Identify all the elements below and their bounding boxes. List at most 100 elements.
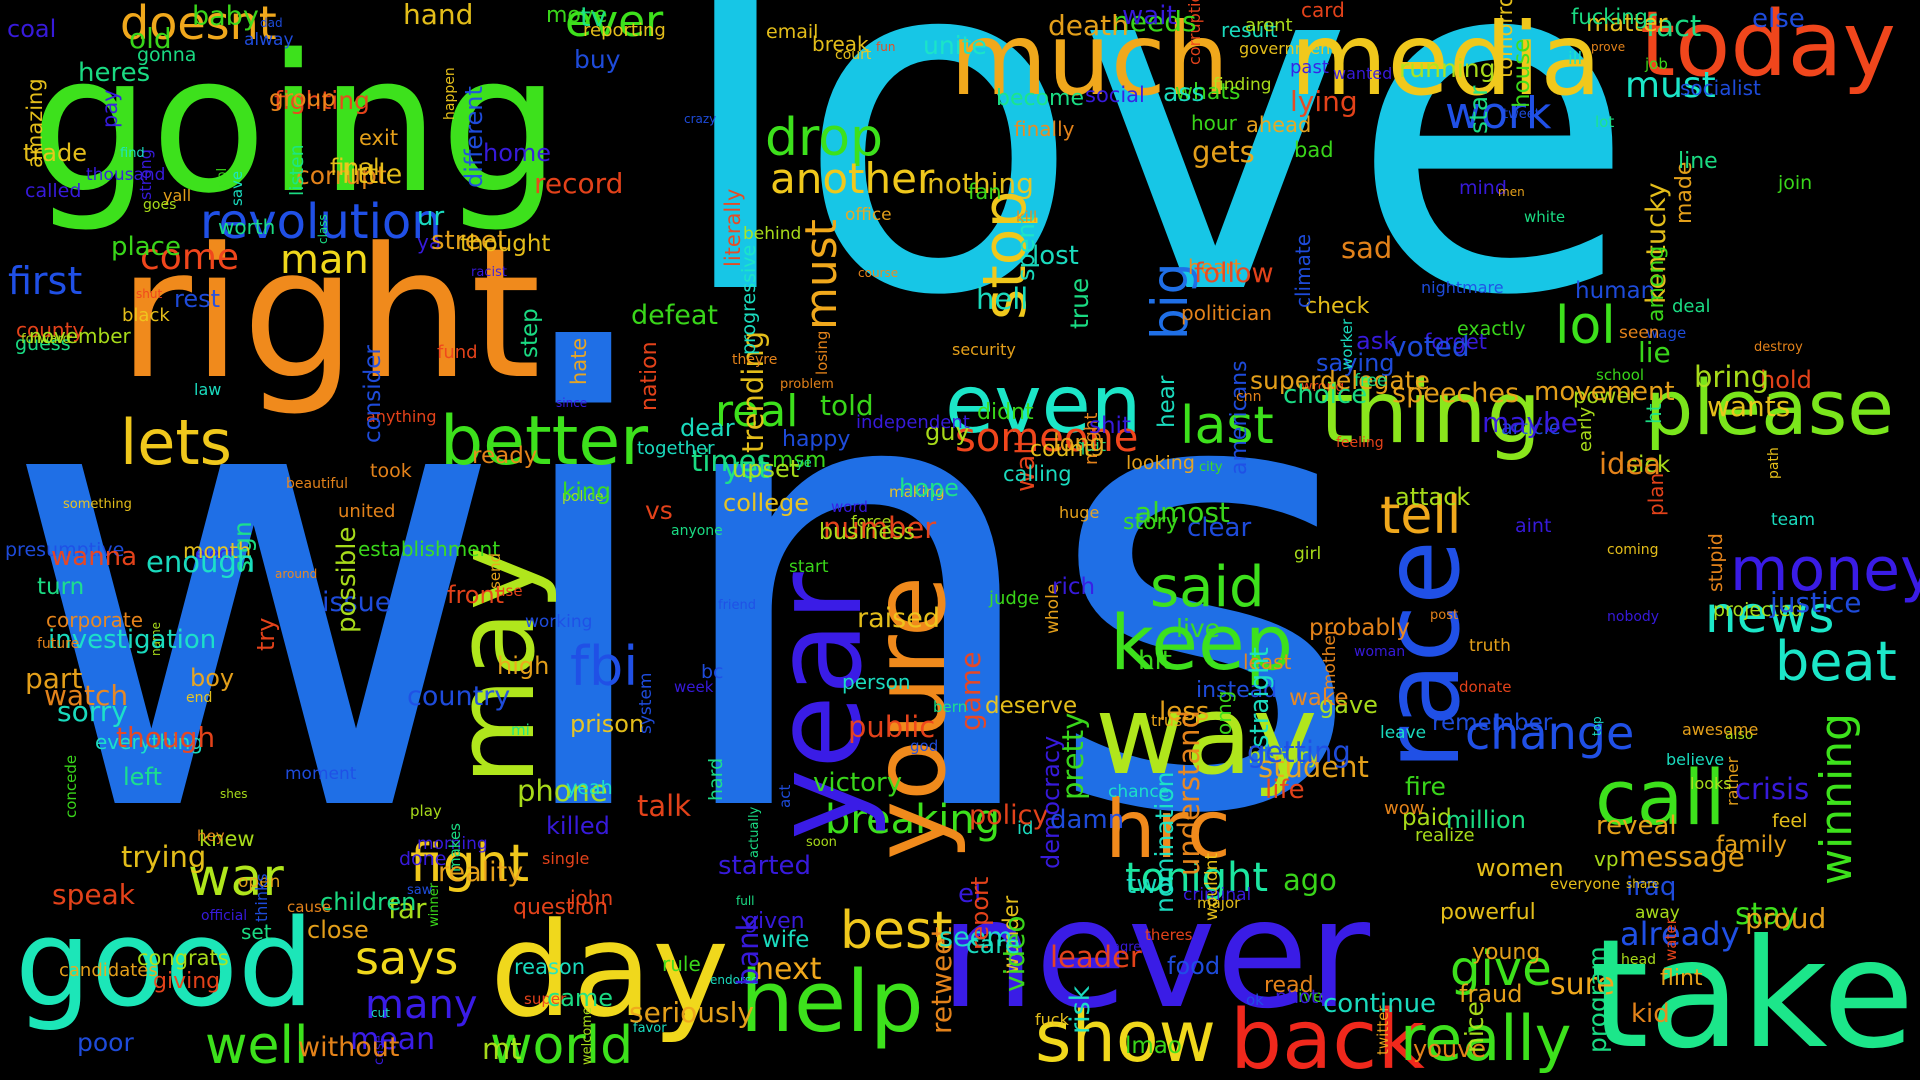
word-many: many	[365, 982, 478, 1028]
word-small: fact	[1646, 9, 1702, 43]
word-take: take	[1590, 908, 1915, 1080]
word-small: million	[1446, 806, 1526, 834]
word-small: result	[1221, 18, 1278, 42]
word-small: number	[823, 511, 937, 545]
word-small: nothing	[927, 167, 1034, 200]
word-small: everything	[95, 730, 203, 754]
word-small: coming	[1607, 542, 1659, 558]
word-small: class	[316, 214, 330, 244]
word-small: watch	[44, 679, 129, 712]
word-small: americans	[1227, 360, 1252, 475]
word-small: friend	[718, 598, 757, 613]
word-small: woman	[1354, 644, 1406, 660]
word-next: next	[755, 952, 822, 987]
word-small: something	[63, 497, 132, 512]
word-small: chance	[1108, 782, 1170, 802]
word-small: least	[1243, 650, 1292, 674]
word-day: day	[490, 894, 730, 1046]
word-small: break	[812, 32, 869, 56]
word-small: human	[1575, 278, 1656, 304]
word-small: part	[25, 662, 83, 695]
word-small: upset	[732, 455, 800, 483]
word-small: instead	[1196, 678, 1278, 703]
word-last: last	[1180, 396, 1274, 456]
word-small: working	[525, 612, 593, 632]
word-small: shut	[136, 287, 163, 301]
word-small: victory	[813, 768, 903, 798]
word-small: prison	[570, 710, 645, 738]
word-small: possible	[332, 526, 362, 633]
word-small: agree	[1112, 940, 1150, 955]
word-small: msm	[772, 448, 827, 473]
word-small: progressive	[738, 244, 760, 355]
word-small: follow	[1194, 258, 1274, 289]
word-small: pay	[98, 89, 122, 128]
word-small: saying	[1316, 349, 1395, 377]
word-small: government	[1239, 39, 1337, 58]
word-small: close	[307, 916, 369, 944]
word-small: forward	[21, 332, 71, 347]
word-small: finding	[1213, 75, 1272, 95]
word-small: dear	[680, 414, 735, 442]
word-small: nation	[637, 341, 662, 411]
word-small: forget	[1424, 330, 1487, 354]
word-money: money	[1730, 535, 1920, 605]
word-small: county	[16, 318, 85, 342]
word-small: post	[1430, 608, 1459, 623]
word-small: water	[1662, 918, 1680, 961]
word-small: different	[460, 86, 488, 188]
word-small: ur	[417, 202, 445, 232]
word-small: ill	[1568, 49, 1583, 69]
word-small: nice	[1460, 1001, 1489, 1053]
word-small: choice	[1283, 380, 1368, 410]
word-back: back	[1230, 993, 1425, 1080]
word-small: month	[183, 539, 252, 563]
word-small: powerful	[1440, 900, 1536, 925]
word-thing: thing	[1320, 363, 1542, 463]
word-small: theyre	[732, 352, 778, 368]
word-small: without	[298, 1032, 400, 1063]
word-small: course	[858, 266, 899, 280]
word-small: wage	[1646, 324, 1687, 342]
word-tell: tell	[1380, 486, 1462, 546]
word-small: seriously	[629, 996, 754, 1029]
word-small: ask	[1356, 327, 1398, 355]
word-small: socialist	[1680, 76, 1761, 100]
word-small: student	[1258, 750, 1369, 784]
word-small: endorse	[710, 973, 759, 987]
word-small: law	[194, 380, 222, 399]
word-small: winner	[427, 882, 442, 927]
word-small: needs	[1112, 5, 1197, 38]
word-small: gets	[1192, 135, 1255, 169]
word-small: kill	[1016, 208, 1038, 226]
word-small: wait	[1122, 1, 1177, 31]
word-small: security	[952, 340, 1016, 359]
word-small: thought	[460, 231, 551, 257]
word-small: lost	[1032, 241, 1079, 271]
word-ever: ever	[565, 0, 664, 47]
word-small: save	[228, 170, 246, 206]
word-small: enough	[146, 545, 256, 579]
word-small: straight	[1245, 647, 1275, 748]
word-small: live	[1176, 614, 1221, 643]
word-small: ass	[1163, 78, 1205, 107]
word-small: street	[431, 226, 508, 256]
word-small: exactly	[1457, 318, 1526, 340]
word-small: climate	[1291, 234, 1315, 308]
word-small: yeah	[566, 777, 613, 799]
word-small: high	[497, 652, 550, 680]
word-small: criminal	[1183, 885, 1252, 905]
word-small: start	[789, 557, 829, 577]
word-small: superdelegate	[1250, 366, 1430, 395]
word-small: wife	[762, 927, 810, 953]
word-small: little	[342, 159, 403, 190]
word-work: work	[1445, 88, 1552, 139]
word-small: talk	[637, 789, 691, 823]
word-small: moment	[285, 764, 357, 784]
word-small: candidates	[59, 960, 158, 981]
word-small: head	[1621, 952, 1656, 968]
word-small: wouldnt	[1202, 852, 1222, 921]
word-small: feeling	[1336, 435, 1384, 451]
word-small: program	[1583, 946, 1612, 1053]
word-small: yall	[163, 186, 192, 205]
